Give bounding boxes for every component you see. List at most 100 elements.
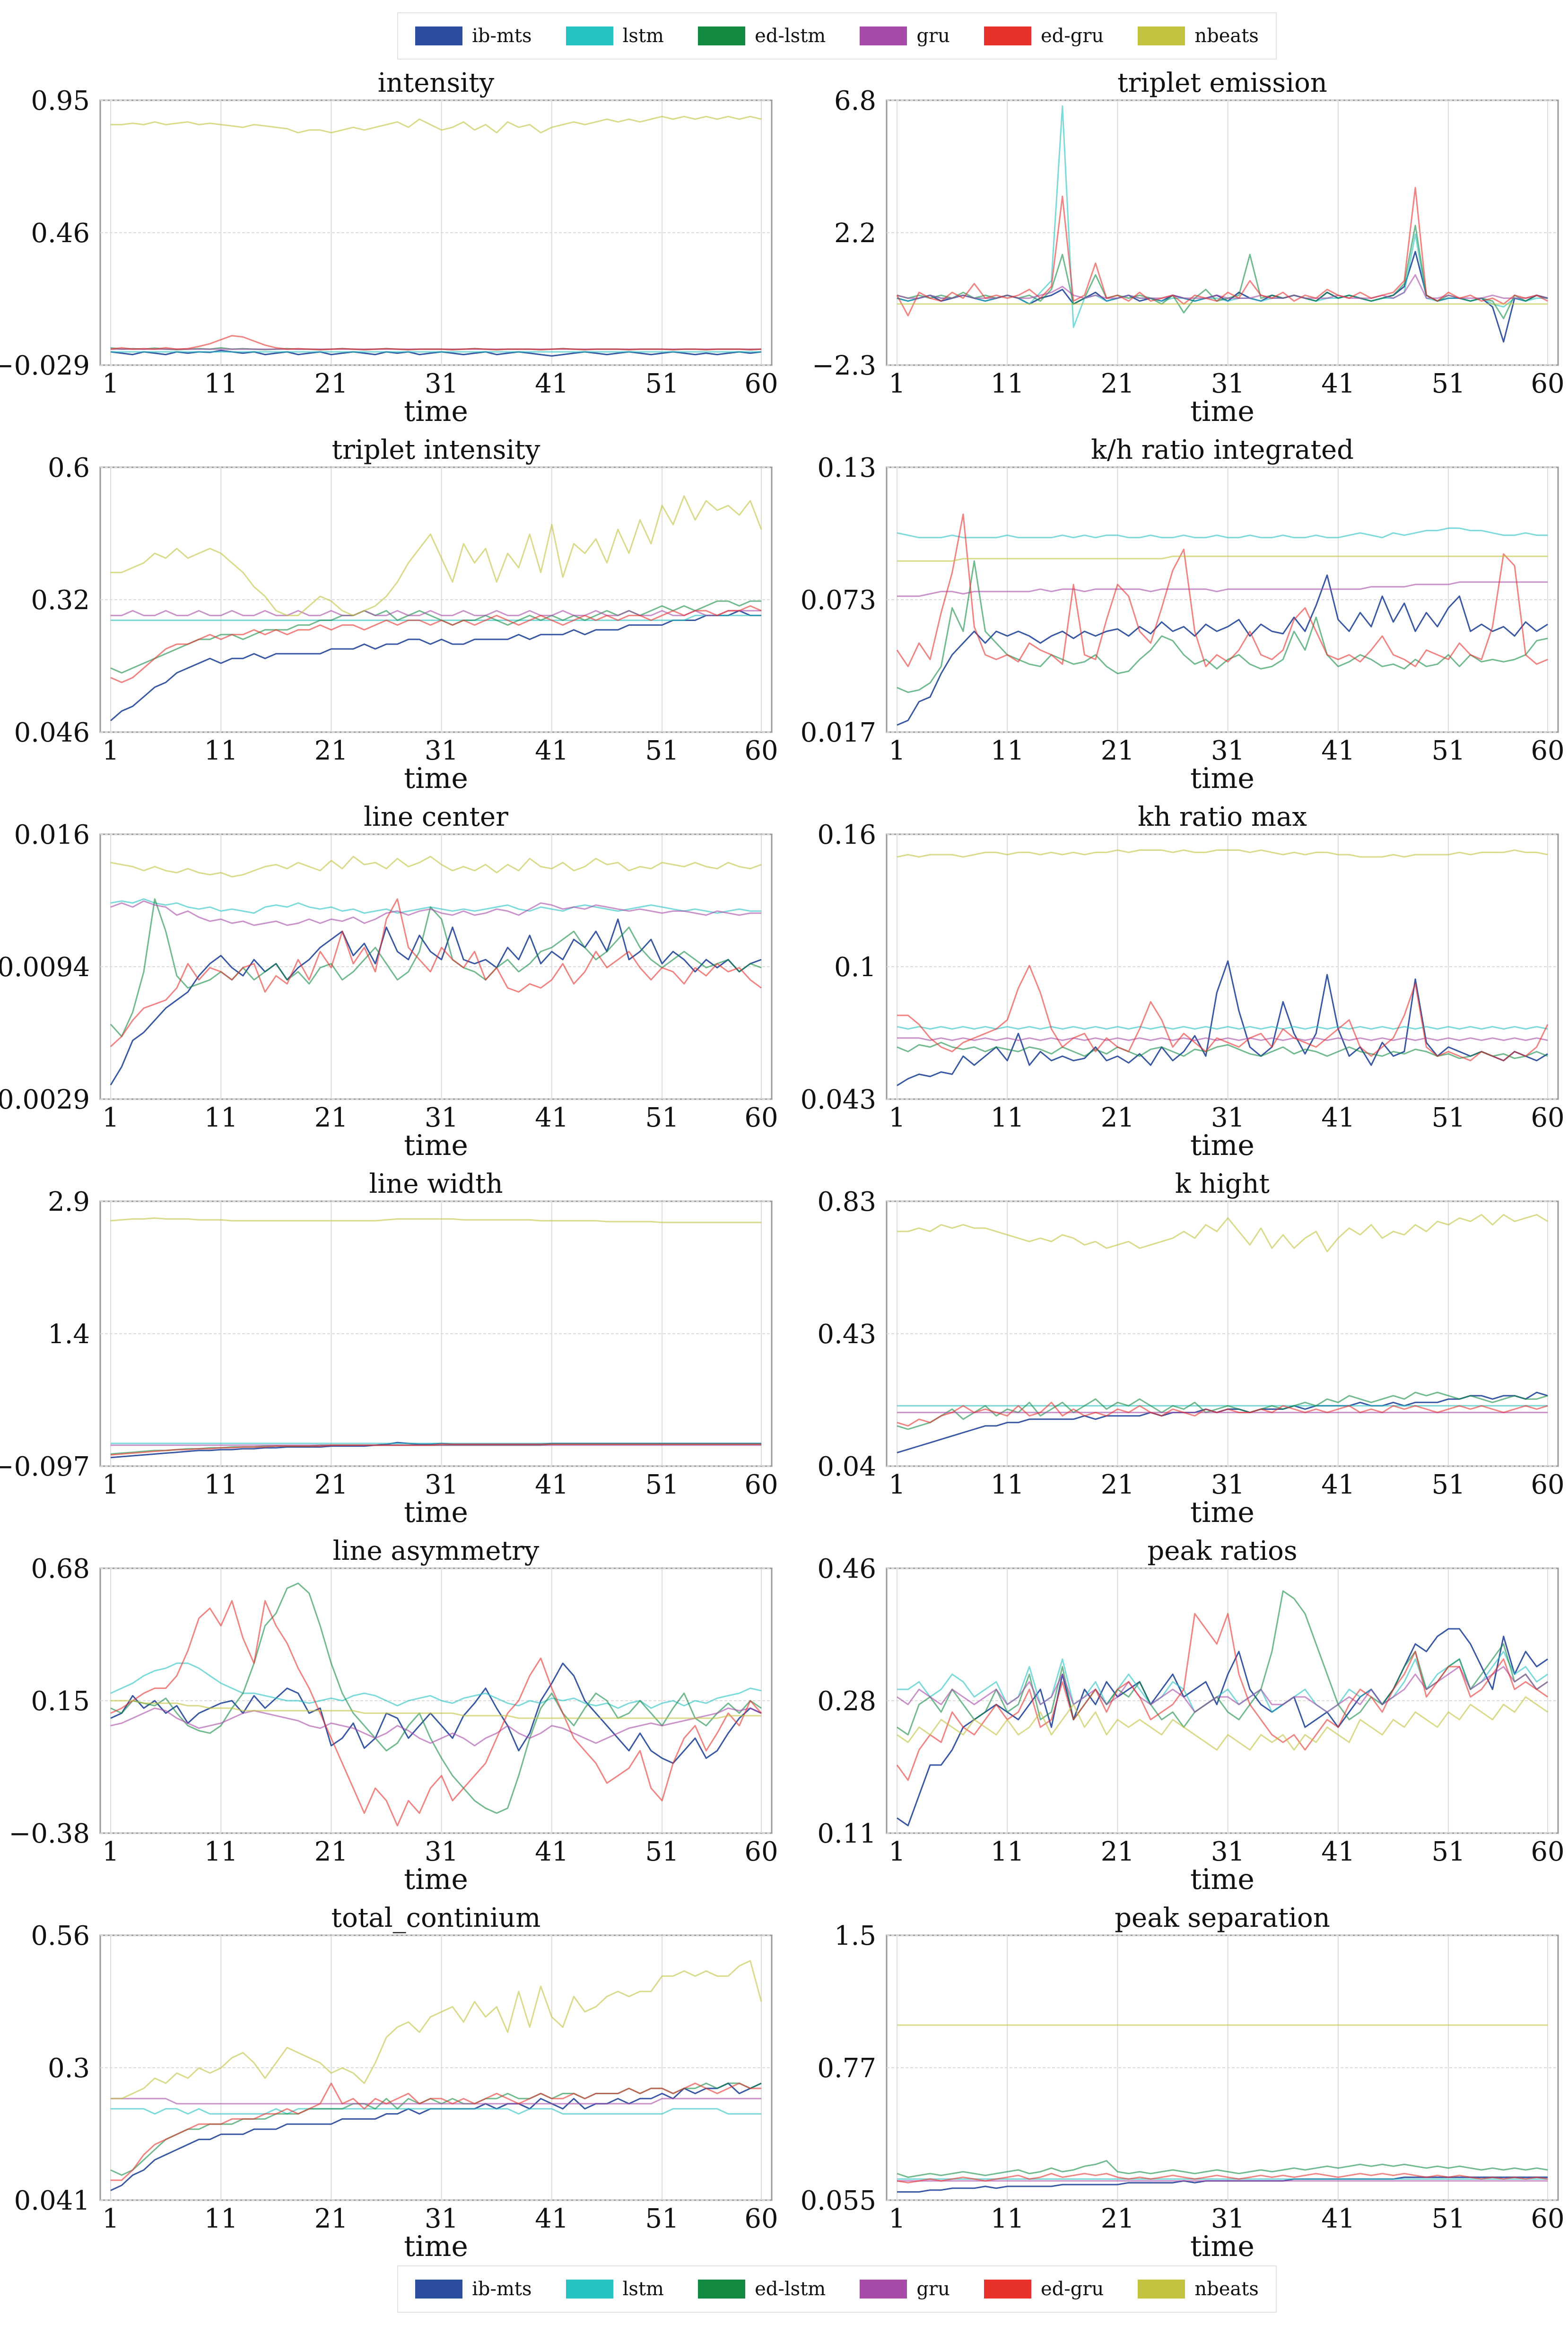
- x-tick-label: 41: [1321, 1102, 1355, 1133]
- series-line-ed-lstm: [897, 2160, 1548, 2178]
- series-line-gru: [110, 900, 761, 926]
- series-line-gru: [111, 2098, 761, 2105]
- series-line-ed-gru: [897, 965, 1549, 1062]
- legend-swatch: [566, 2280, 613, 2299]
- legend-swatch: [415, 26, 463, 45]
- series-line-nbeats: [897, 1214, 1548, 1252]
- x-tick-label: 21: [314, 368, 348, 399]
- x-axis-label: time: [404, 1129, 468, 1162]
- x-tick-label: 21: [314, 2203, 348, 2234]
- legend-label: ed-lstm: [755, 25, 826, 47]
- legend-label: lstm: [622, 25, 664, 47]
- x-tick-label: 41: [1321, 735, 1355, 766]
- series-line-gru: [897, 1037, 1548, 1041]
- series-line-ed-lstm: [897, 1391, 1548, 1430]
- x-tick-label: 1: [889, 2203, 906, 2234]
- series-line-ed-gru: [897, 2173, 1548, 2184]
- y-tick-label: 0.1: [834, 952, 876, 983]
- x-tick-label: 21: [1101, 1836, 1134, 1867]
- series-line-ib-mts: [897, 574, 1548, 726]
- y-tick-label: 0.95: [31, 86, 90, 116]
- chart-title: k hight: [1175, 1169, 1270, 1199]
- x-tick-label: 41: [535, 368, 568, 399]
- chart-title: kh ratio max: [1138, 802, 1307, 832]
- x-tick-label: 31: [425, 1469, 458, 1500]
- x-tick-label: 11: [204, 1102, 238, 1133]
- series-line-ed-gru: [896, 513, 1548, 667]
- x-tick-label: 11: [991, 735, 1024, 766]
- y-tick-label: 0.043: [801, 1084, 876, 1115]
- legend-swatch: [1138, 2280, 1185, 2299]
- y-tick-label: 0.016: [14, 820, 90, 850]
- x-tick-label: 51: [645, 368, 679, 399]
- series-line-ed-gru: [896, 1613, 1548, 1781]
- x-tick-label: 11: [204, 1836, 238, 1867]
- series-line-nbeats: [111, 115, 762, 134]
- legend-label: ib-mts: [472, 2278, 532, 2300]
- y-tick-label: 0.6: [48, 453, 90, 483]
- x-tick-label: 51: [645, 1102, 679, 1133]
- x-tick-label: 31: [425, 2203, 458, 2234]
- series-line-ed-gru: [110, 335, 762, 350]
- legend-swatch: [698, 2280, 746, 2299]
- legend-bottom-item-ib-mts: ib-mts: [415, 2278, 532, 2300]
- series-line-gru: [110, 1707, 762, 1747]
- series-line-lstm: [111, 614, 761, 621]
- x-tick-label: 1: [889, 368, 906, 399]
- series-line-lstm: [897, 527, 1548, 539]
- x-tick-label: 1: [889, 1102, 906, 1133]
- y-tick-label: 0.041: [14, 2185, 90, 2216]
- chart-title: line asymmetry: [333, 1536, 540, 1566]
- series-line-ed-gru: [111, 2082, 761, 2181]
- series-line-ed-lstm: [110, 898, 762, 1037]
- series-line-ed-lstm: [110, 1582, 762, 1814]
- y-tick-label: 0.0094: [0, 952, 90, 983]
- x-tick-label: 51: [645, 1469, 679, 1500]
- x-tick-label: 1: [102, 1102, 119, 1133]
- series-line-ed-gru: [110, 898, 762, 1048]
- y-tick-label: 0.0029: [0, 1084, 90, 1115]
- x-tick-label: 51: [645, 2203, 679, 2234]
- y-tick-label: −2.3: [812, 350, 876, 381]
- y-tick-label: 0.46: [31, 218, 90, 249]
- chart-title: peak ratios: [1147, 1536, 1297, 1566]
- series-line-lstm: [110, 898, 761, 914]
- x-tick-label: 41: [535, 2203, 568, 2234]
- legend-swatch: [984, 2280, 1031, 2299]
- x-tick-label: 51: [645, 735, 679, 766]
- series-line-ed-lstm: [110, 600, 761, 674]
- y-tick-label: 2.2: [834, 218, 876, 249]
- x-tick-label: 60: [744, 2203, 778, 2234]
- y-tick-label: 0.017: [801, 717, 876, 748]
- series-line-nbeats: [897, 849, 1548, 858]
- chart-title: triplet emission: [1117, 68, 1327, 98]
- series-line-ed-gru: [897, 1401, 1548, 1427]
- legend-top-item-ib-mts: ib-mts: [415, 25, 532, 47]
- x-tick-label: 21: [314, 735, 348, 766]
- x-tick-label: 41: [1321, 368, 1355, 399]
- legend-label: ib-mts: [472, 25, 532, 47]
- x-tick-label: 1: [102, 1469, 119, 1500]
- x-tick-label: 31: [425, 1102, 458, 1133]
- legend-swatch: [984, 26, 1031, 45]
- x-tick-label: 21: [314, 1836, 348, 1867]
- legend-bottom-item-lstm: lstm: [566, 2278, 664, 2300]
- x-tick-label: 21: [314, 1469, 348, 1500]
- x-tick-label: 1: [102, 368, 119, 399]
- y-tick-label: 0.16: [817, 820, 876, 850]
- series-line-lstm: [110, 1662, 762, 1709]
- x-tick-label: 31: [1211, 735, 1245, 766]
- legend-top: ib-mts lstm ed-lstm gru ed-gru nbeats: [397, 12, 1277, 60]
- x-tick-label: 11: [204, 735, 238, 766]
- x-tick-label: 41: [535, 1836, 568, 1867]
- y-tick-label: 0.055: [801, 2185, 876, 2216]
- x-axis-label: time: [1190, 762, 1254, 795]
- x-axis-label: time: [1190, 1496, 1254, 1529]
- y-tick-label: 0.13: [817, 453, 876, 483]
